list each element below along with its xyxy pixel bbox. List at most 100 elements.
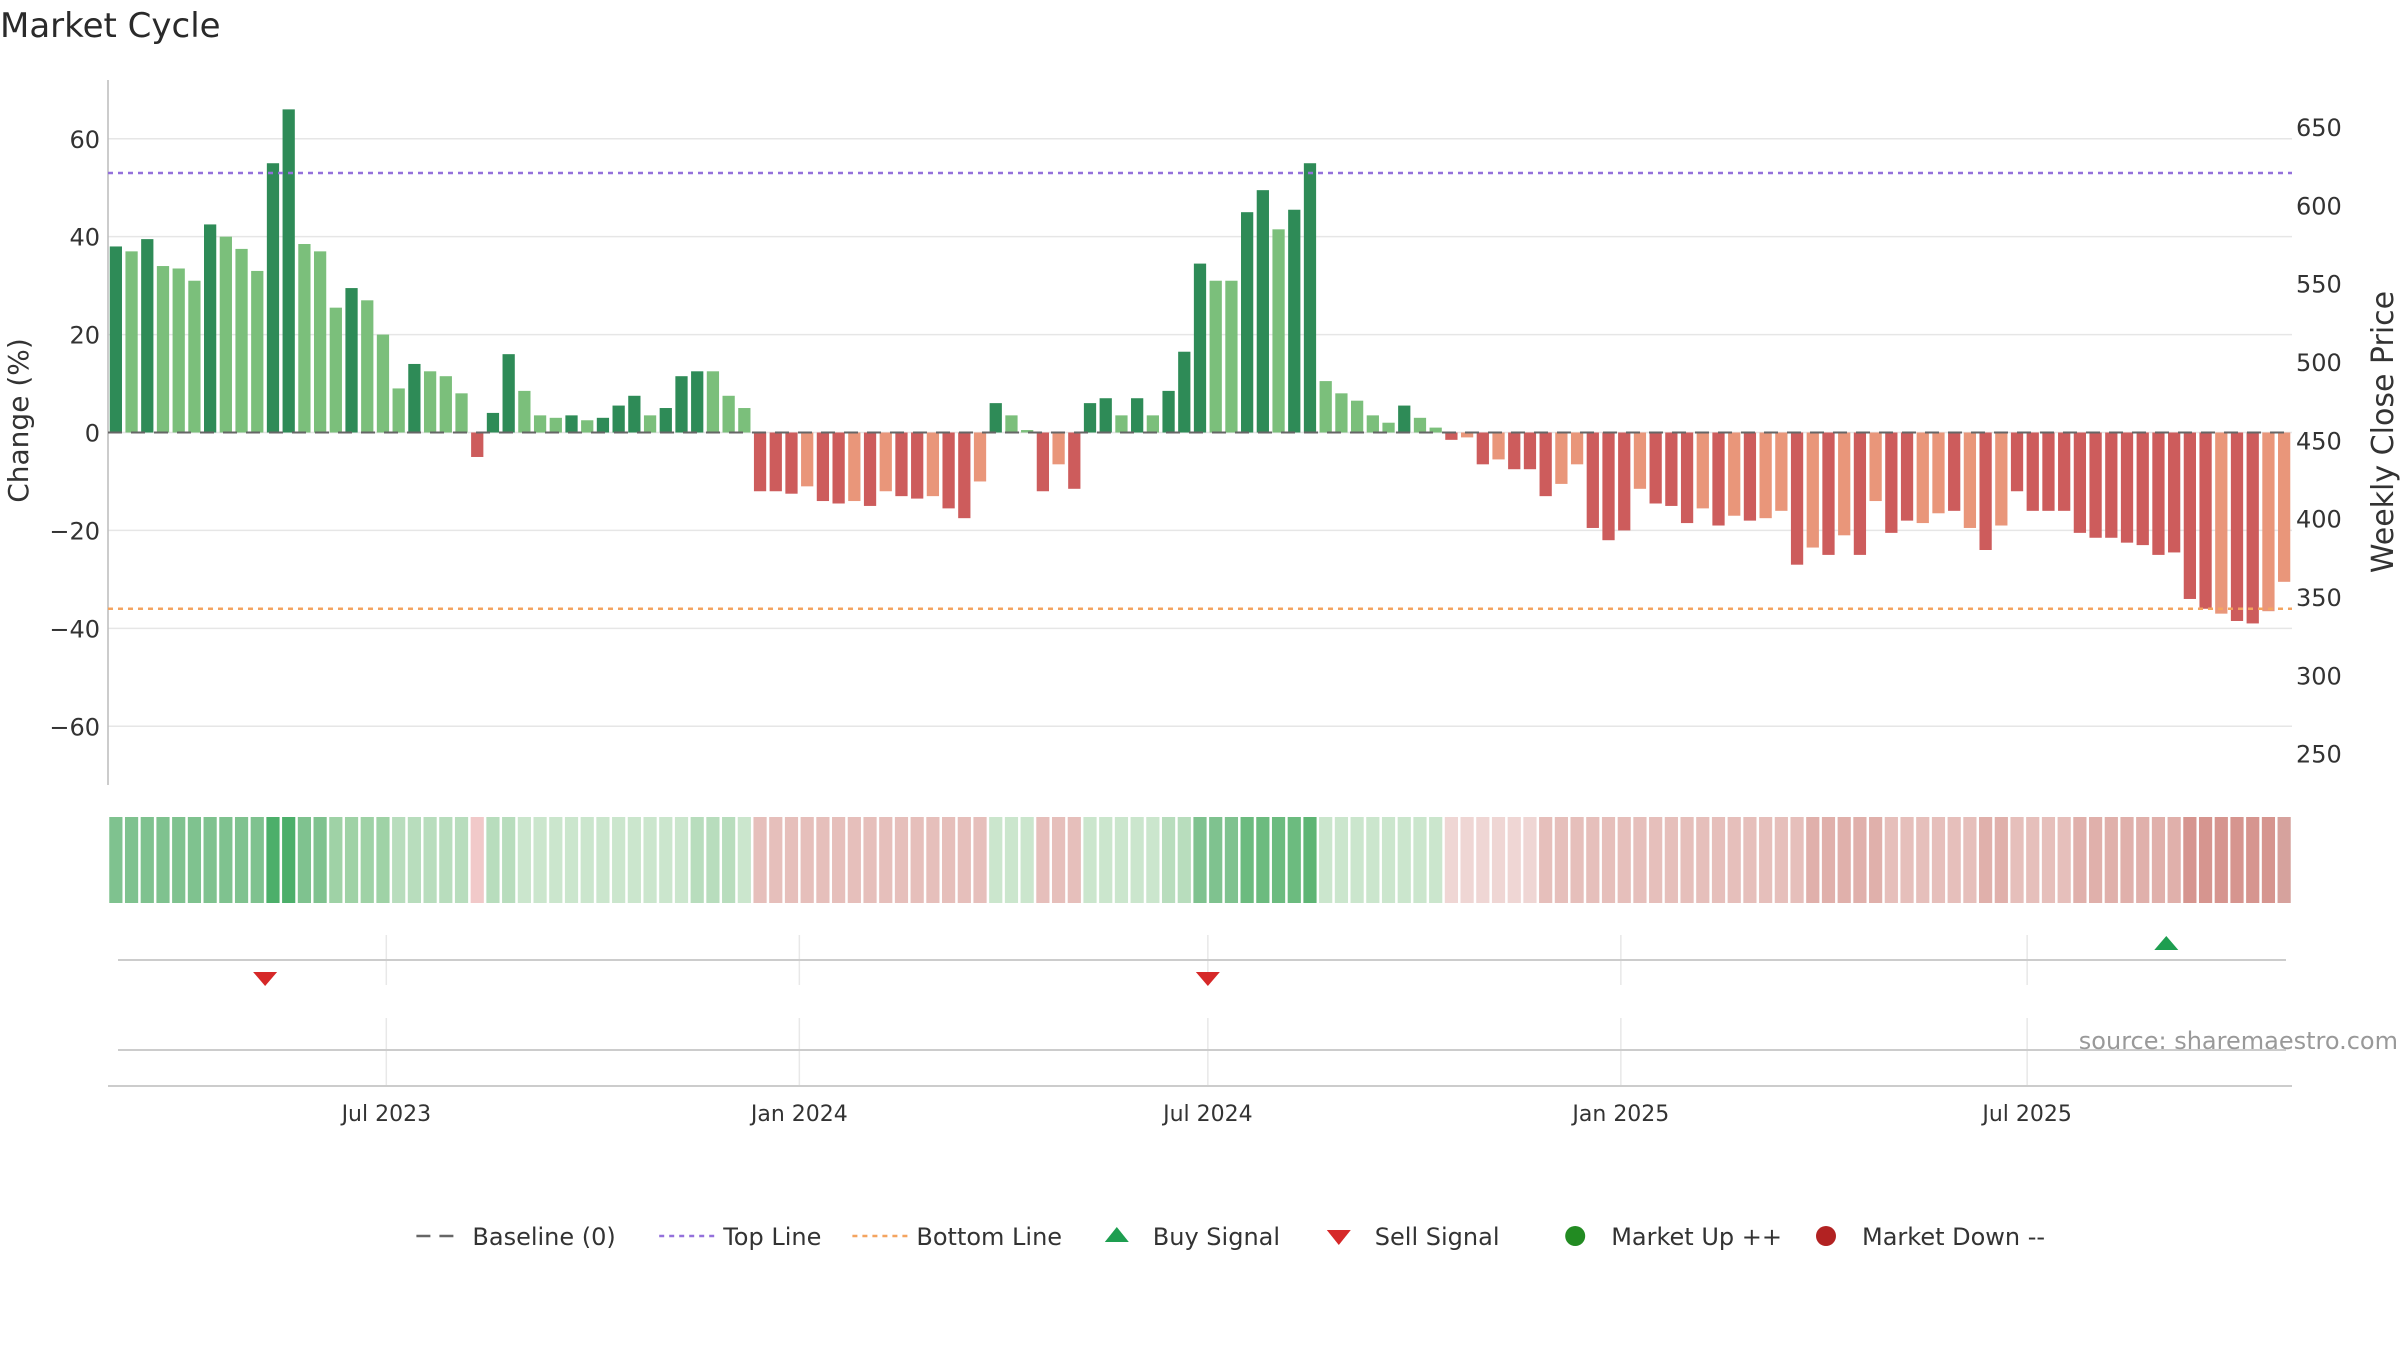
- heat-band-cell: [329, 817, 343, 903]
- bar: [408, 363, 421, 433]
- chart-title: Market Cycle: [0, 6, 221, 46]
- heat-band-cell: [1853, 817, 1867, 903]
- bar: [1288, 209, 1301, 433]
- bar: [235, 248, 248, 433]
- heat-band-cell: [1837, 817, 1851, 903]
- bar: [738, 408, 751, 433]
- heat-band-cell: [1303, 817, 1317, 903]
- heat-band-cell: [1099, 817, 1113, 903]
- bar: [2183, 432, 2196, 599]
- bar: [596, 417, 610, 433]
- heat-band-cell: [470, 817, 484, 903]
- bar: [423, 371, 437, 433]
- x-tick-label: Jul 2023: [340, 1102, 432, 1127]
- heat-band-cell: [439, 817, 453, 903]
- bar: [1916, 432, 1929, 524]
- bar: [1586, 432, 1599, 528]
- heat-band-cell: [140, 817, 154, 903]
- bar: [848, 432, 861, 502]
- heat-band-cell: [1994, 817, 2008, 903]
- bar: [1099, 398, 1112, 433]
- bar: [1131, 398, 1144, 433]
- heat-band-cell: [203, 817, 217, 903]
- y-tick-label: 40: [69, 224, 100, 252]
- bar: [109, 246, 122, 433]
- bar: [204, 224, 217, 433]
- y-tick-label: 60: [69, 126, 100, 154]
- bar: [549, 417, 562, 433]
- heat-band-cell: [1900, 817, 1914, 903]
- x-tick-label: Jul 2024: [1161, 1102, 1253, 1127]
- bar: [1979, 432, 1992, 550]
- bar: [1853, 432, 1867, 555]
- legend-label: Bottom Line: [916, 1223, 1062, 1251]
- bar: [706, 371, 720, 433]
- heat-band-cell: [1413, 817, 1427, 903]
- heat-band-cell: [2010, 817, 2024, 903]
- bar: [1209, 280, 1222, 433]
- bar: [769, 432, 782, 492]
- sell-signal-icon: [1326, 1230, 1351, 1245]
- bar: [219, 236, 232, 433]
- heat-band-cell: [2167, 817, 2181, 903]
- legend-label: Market Up ++: [1611, 1223, 1782, 1251]
- heat-band-cell: [1931, 817, 1946, 903]
- heat-band-cell: [847, 817, 861, 903]
- bar: [1146, 415, 1159, 433]
- bar: [313, 251, 327, 433]
- heat-band-cell: [1476, 817, 1490, 903]
- heat-band-cell: [1759, 817, 1773, 903]
- bar: [1413, 417, 1427, 433]
- bar: [1790, 432, 1804, 565]
- bar: [2010, 432, 2024, 492]
- bar: [1885, 432, 1898, 533]
- heat-band-cell: [2277, 817, 2291, 903]
- bar: [533, 415, 547, 433]
- bar: [863, 432, 877, 506]
- bar: [926, 432, 940, 497]
- bar: [1649, 432, 1662, 504]
- heat-band-cell: [1554, 817, 1568, 903]
- heat-band-cell: [1774, 817, 1788, 903]
- heat-band-cell: [1366, 817, 1380, 903]
- heat-band-cell: [1806, 817, 1820, 903]
- heat-band-cell: [1067, 817, 1081, 903]
- heat-band-cell: [517, 817, 531, 903]
- legend-label: Market Down --: [1862, 1223, 2045, 1251]
- bar: [2168, 432, 2181, 553]
- bar: [486, 412, 500, 433]
- bar: [1366, 415, 1379, 433]
- legend-label: Sell Signal: [1375, 1223, 1500, 1251]
- heat-band-cell: [1256, 817, 1270, 903]
- bar: [1052, 432, 1065, 465]
- bar: [2278, 432, 2291, 582]
- bar: [973, 432, 987, 482]
- y-right-tick-label: 350: [2296, 584, 2342, 612]
- bar: [1398, 405, 1411, 433]
- bar: [1021, 430, 1034, 433]
- bar: [1665, 432, 1678, 506]
- heat-band-cell: [2026, 817, 2040, 903]
- y-tick-label: 20: [69, 322, 100, 350]
- heat-band-cell: [1161, 817, 1176, 903]
- bar: [2246, 432, 2259, 624]
- heat-band-cell: [910, 817, 924, 903]
- bar: [1523, 432, 1537, 470]
- heat-band-cell: [1429, 817, 1443, 903]
- heat-band-cell: [2088, 817, 2103, 903]
- heat-band-cell: [360, 817, 374, 903]
- bar: [911, 432, 924, 499]
- bar: [989, 403, 1002, 433]
- bar: [141, 239, 154, 433]
- heat-band-cell: [1287, 817, 1301, 903]
- bar: [958, 432, 971, 519]
- bar: [753, 432, 767, 492]
- bar: [2058, 432, 2071, 511]
- heat-band-cell: [1963, 817, 1977, 903]
- bar: [722, 395, 735, 433]
- heat-band-cell: [879, 817, 893, 903]
- bar: [1445, 432, 1458, 440]
- heat-band-cell: [706, 817, 720, 903]
- legend-item: Baseline (0): [416, 1223, 616, 1251]
